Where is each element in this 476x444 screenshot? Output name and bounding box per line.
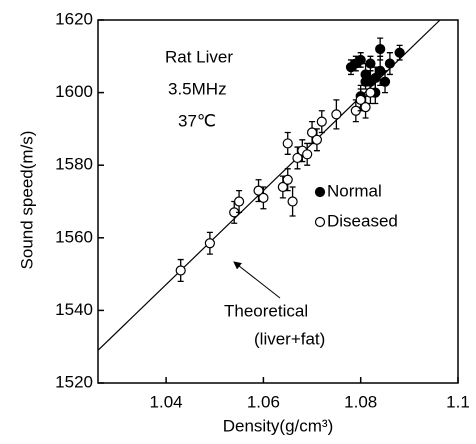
data-point (360, 102, 371, 113)
data-point (379, 76, 391, 87)
y-axis-label: Sound speed(m/s) (17, 131, 36, 270)
data-point (258, 192, 269, 203)
x-axis-label: Density(g/cm³) (223, 416, 334, 435)
data-point (384, 58, 395, 69)
y-tick-label: 1580 (55, 155, 93, 174)
data-point (302, 149, 313, 160)
data-point (394, 47, 405, 58)
data-point (365, 87, 376, 98)
data-point (311, 134, 323, 145)
data-point (287, 196, 298, 207)
annotation: 37℃ (178, 111, 216, 130)
annotation: Theoretical (224, 301, 308, 320)
data-point (175, 265, 186, 276)
data-point (282, 138, 293, 149)
y-tick-label: 1600 (55, 82, 93, 101)
data-point (204, 238, 215, 249)
legend-marker (314, 216, 326, 228)
x-tick-label: 1.08 (344, 392, 377, 411)
x-tick-label: 1.04 (150, 392, 183, 411)
annotation-arrow (233, 261, 281, 299)
data-point (355, 54, 366, 66)
plot-frame (97, 19, 459, 384)
y-tick-label: 1620 (55, 9, 93, 28)
annotation: (liver+fat) (254, 329, 325, 348)
x-tick-label: 1.06 (247, 392, 280, 411)
data-point (331, 109, 342, 120)
y-tick-label: 1560 (55, 227, 93, 246)
annotation: 3.5MHz (168, 79, 227, 98)
y-tick-label: 1540 (55, 300, 93, 319)
legend-label: Diseased (327, 211, 398, 230)
legend-label: Normal (327, 181, 382, 200)
annotation: Rat Liver (165, 47, 233, 66)
data-point (233, 196, 245, 207)
data-point (282, 174, 293, 185)
x-tick-label: 1.1 (446, 392, 470, 411)
data-point (316, 116, 327, 127)
legend-marker (314, 186, 326, 198)
y-tick-label: 1520 (55, 372, 93, 391)
data-point (365, 58, 376, 69)
data-point (375, 43, 386, 55)
